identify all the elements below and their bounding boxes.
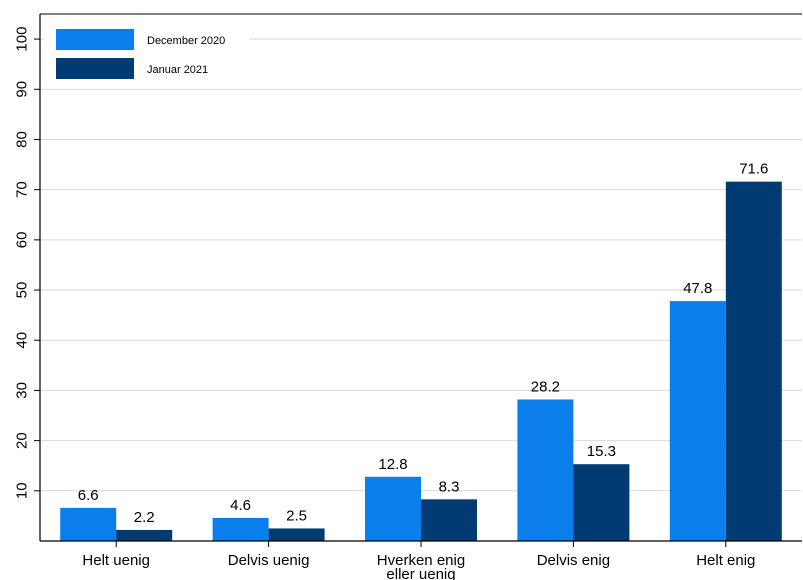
bar bbox=[212, 517, 269, 541]
axes: 10 20 30 40 50 60 70 80 90 100 Helt uenig Delvis ue… bbox=[13, 13, 802, 580]
data-label: 8.3 bbox=[439, 478, 460, 495]
y-tick-label: 70 bbox=[13, 181, 30, 198]
legend-label: December 2020 bbox=[147, 35, 225, 47]
data-label: 12.8 bbox=[378, 456, 407, 473]
y-tick-label: 30 bbox=[13, 382, 30, 399]
gridlines bbox=[40, 38, 802, 492]
y-tick-label: 60 bbox=[13, 232, 30, 249]
bar bbox=[116, 529, 173, 541]
y-tick-label: 20 bbox=[13, 432, 30, 449]
data-label: 28.2 bbox=[531, 378, 560, 395]
category-label: Hverken enig bbox=[377, 552, 465, 569]
y-tick-label: 100 bbox=[13, 27, 30, 52]
category-label: Delvis enig bbox=[537, 552, 610, 569]
y-tick-label: 10 bbox=[13, 482, 30, 499]
data-label: 2.5 bbox=[286, 507, 307, 524]
y-tick-label: 90 bbox=[13, 81, 30, 98]
bar bbox=[517, 399, 574, 541]
bar bbox=[60, 507, 117, 541]
y-tick-label: 50 bbox=[13, 282, 30, 299]
bar bbox=[421, 499, 477, 541]
data-label: 6.6 bbox=[78, 487, 99, 504]
legend-label: Januar 2021 bbox=[147, 64, 208, 76]
bar bbox=[669, 301, 726, 541]
category-label: Helt uenig bbox=[82, 552, 150, 569]
bar bbox=[268, 528, 325, 541]
category-label: eller uenig bbox=[386, 566, 455, 580]
bar bbox=[573, 464, 630, 541]
data-label: 2.2 bbox=[134, 509, 155, 526]
y-tick-label: 80 bbox=[13, 131, 30, 148]
legend-swatch bbox=[56, 58, 134, 79]
bar bbox=[725, 181, 782, 542]
legend-swatch bbox=[56, 29, 134, 50]
data-label: 71.6 bbox=[739, 161, 768, 178]
data-label: 47.8 bbox=[683, 280, 712, 297]
bar bbox=[365, 476, 421, 541]
y-tick-label: 40 bbox=[13, 332, 30, 349]
data-label: 15.3 bbox=[587, 443, 616, 460]
category-label: Helt enig bbox=[696, 552, 755, 569]
bars bbox=[60, 181, 782, 542]
data-labels: 6.6 4.6 12.8 28.2 47.8 2.2 2.5 8.3 15.3 71.6 bbox=[78, 161, 769, 526]
data-label: 4.6 bbox=[230, 497, 251, 514]
category-label: Delvis uenig bbox=[228, 552, 310, 569]
legend: December 2020 Januar 2021 bbox=[44, 19, 249, 87]
